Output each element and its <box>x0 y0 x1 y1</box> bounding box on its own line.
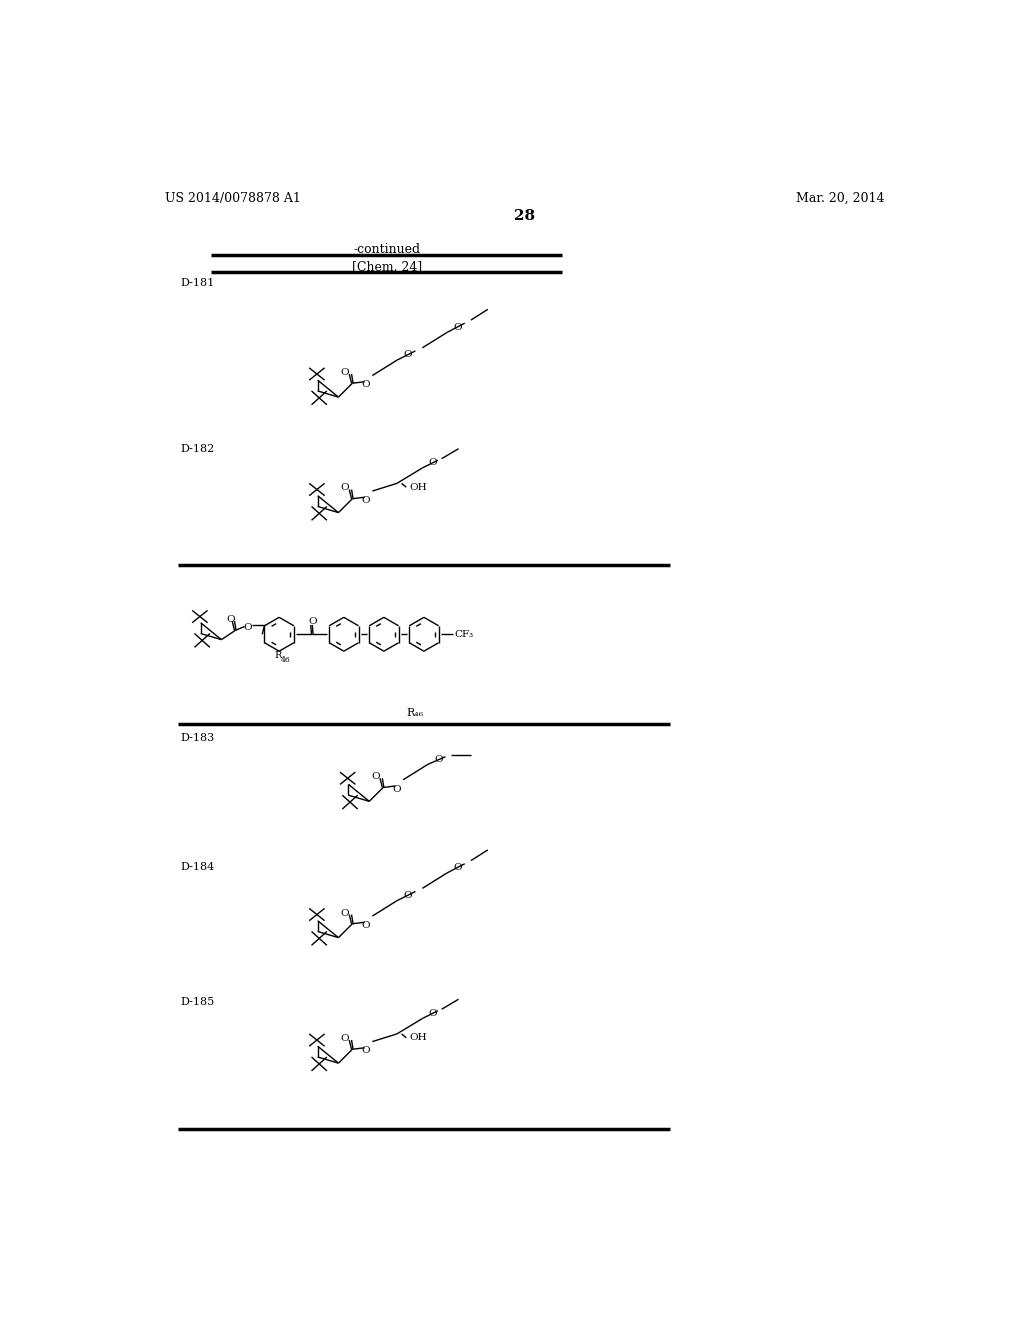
Text: D-184: D-184 <box>180 862 215 871</box>
Text: O: O <box>340 908 349 917</box>
Text: O: O <box>226 615 234 624</box>
Text: Mar. 20, 2014: Mar. 20, 2014 <box>796 191 885 205</box>
Text: O: O <box>244 623 252 632</box>
Text: O: O <box>434 755 442 763</box>
Text: 46: 46 <box>281 656 291 664</box>
Text: D-185: D-185 <box>180 997 215 1007</box>
Text: O: O <box>428 458 436 467</box>
Text: CF₃: CF₃ <box>455 630 474 639</box>
Text: O: O <box>371 772 380 781</box>
Text: O: O <box>361 921 370 929</box>
Text: O: O <box>340 368 349 378</box>
Text: O: O <box>340 483 349 492</box>
Text: O: O <box>454 322 462 331</box>
Text: O: O <box>392 784 400 793</box>
Text: O: O <box>361 1047 370 1055</box>
Text: O: O <box>309 618 317 627</box>
Text: O: O <box>428 1008 436 1018</box>
Text: OH: OH <box>410 1034 427 1043</box>
Text: D-181: D-181 <box>180 279 215 288</box>
Text: -continued: -continued <box>353 243 421 256</box>
Text: US 2014/0078878 A1: US 2014/0078878 A1 <box>165 191 301 205</box>
Text: D-182: D-182 <box>180 445 215 454</box>
Text: R: R <box>274 651 282 660</box>
Text: R₄₆: R₄₆ <box>407 708 424 718</box>
Text: O: O <box>403 891 412 900</box>
Text: O: O <box>403 350 412 359</box>
Text: OH: OH <box>410 483 427 491</box>
Text: 28: 28 <box>514 209 536 223</box>
Text: O: O <box>340 1034 349 1043</box>
Text: O: O <box>454 863 462 873</box>
Text: [Chem. 24]: [Chem. 24] <box>352 260 422 273</box>
Text: O: O <box>361 380 370 389</box>
Text: D-183: D-183 <box>180 733 215 743</box>
Text: O: O <box>361 496 370 504</box>
